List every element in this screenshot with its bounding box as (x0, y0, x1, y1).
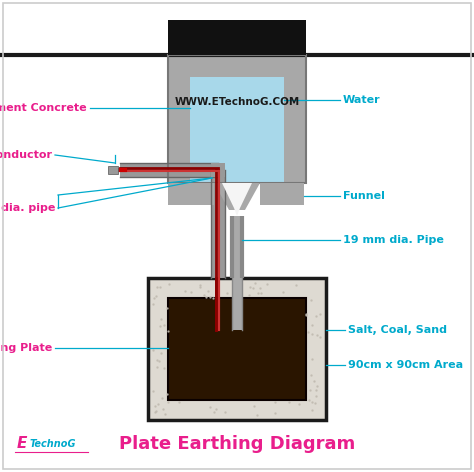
Text: 12.5 mm dia. pipe: 12.5 mm dia. pipe (0, 203, 55, 213)
Polygon shape (214, 183, 260, 210)
Bar (284, 55, 306, 183)
Bar (168, 55, 190, 183)
Text: TechnoG: TechnoG (30, 439, 76, 449)
Bar (120, 163, 218, 177)
Text: Cement Concrete: Cement Concrete (0, 103, 87, 113)
Text: E: E (17, 437, 27, 452)
Bar (211, 163, 225, 177)
Bar (148, 278, 326, 420)
Polygon shape (222, 183, 252, 208)
Text: Plate Earthing Diagram: Plate Earthing Diagram (119, 435, 355, 453)
Bar (168, 20, 306, 55)
Text: Water: Water (343, 95, 381, 105)
Bar (232, 216, 242, 278)
Bar (232, 278, 242, 330)
Bar (211, 170, 225, 278)
Bar (260, 183, 304, 205)
Text: Funnel: Funnel (343, 191, 385, 201)
Text: Salt, Coal, Sand: Salt, Coal, Sand (348, 325, 447, 335)
Bar (108, 166, 118, 174)
Bar (168, 298, 306, 400)
Bar (190, 77, 284, 183)
Text: 19 mm dia. Pipe: 19 mm dia. Pipe (343, 235, 444, 245)
Text: 90cm x 90cm Area: 90cm x 90cm Area (348, 360, 463, 370)
Bar (168, 55, 306, 183)
Bar (168, 183, 214, 205)
Bar (168, 55, 306, 77)
Polygon shape (234, 208, 240, 216)
Text: Earth Conductor: Earth Conductor (0, 150, 52, 160)
Text: Earthing Plate: Earthing Plate (0, 343, 52, 353)
Text: WWW.ETechnoG.COM: WWW.ETechnoG.COM (174, 97, 300, 107)
